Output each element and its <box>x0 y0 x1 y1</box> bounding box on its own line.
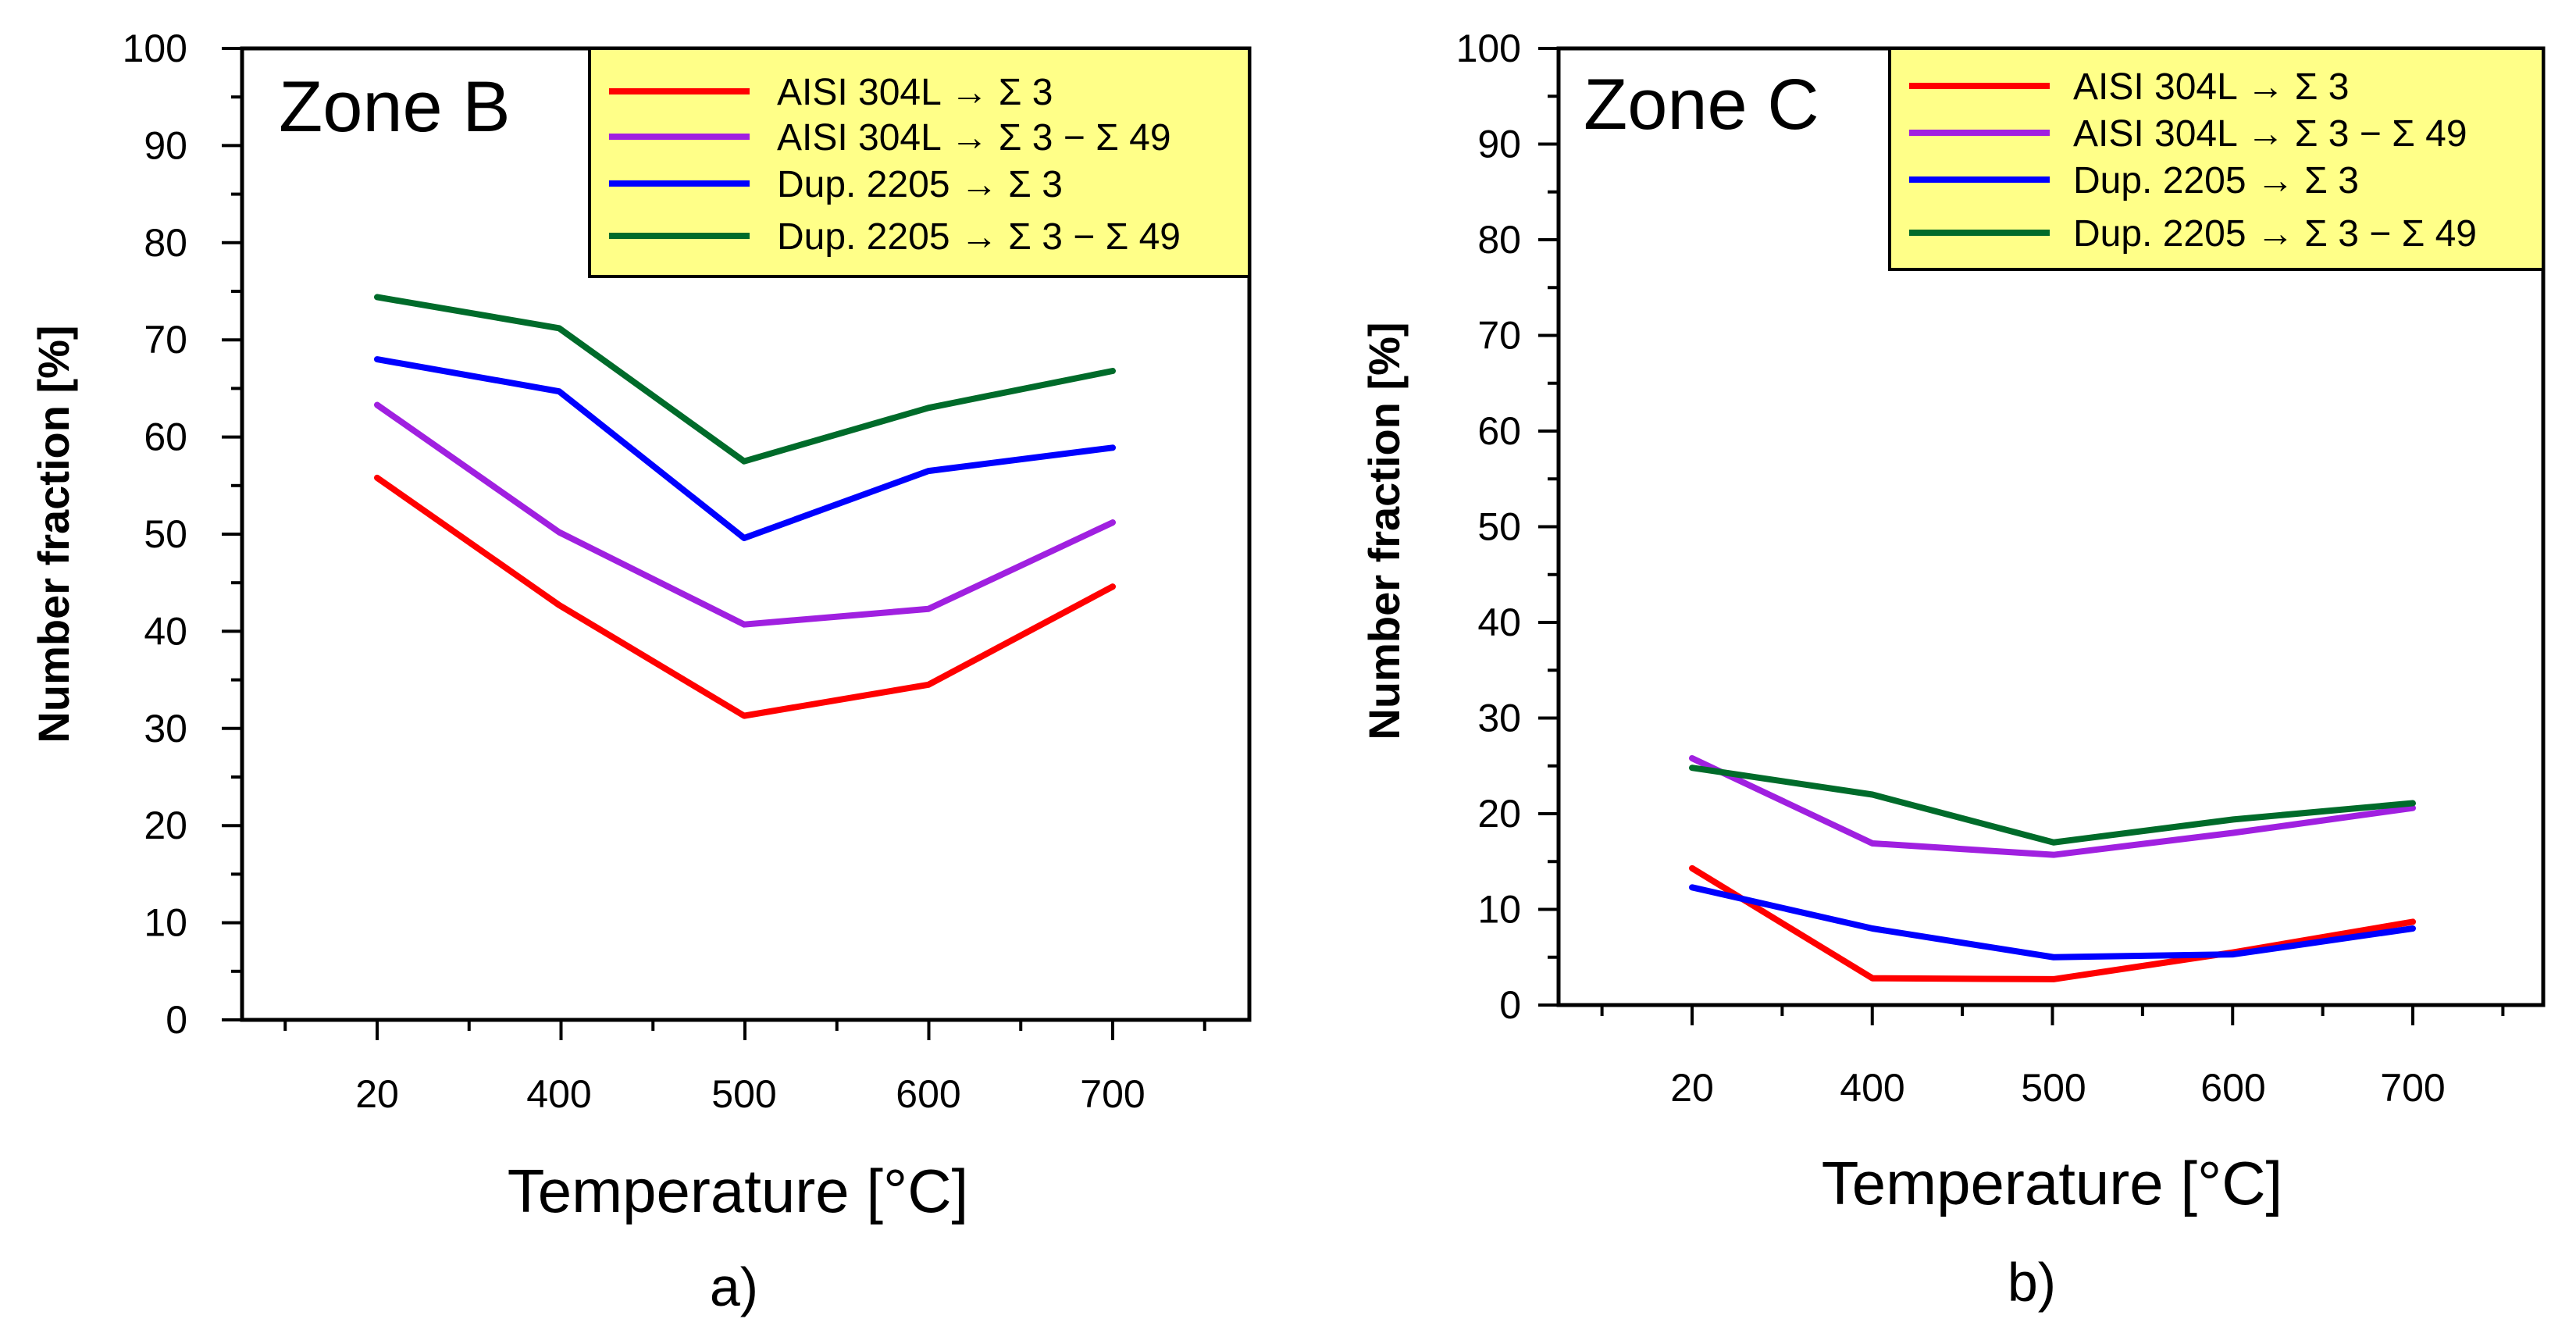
x-tick-label: 700 <box>1080 1072 1145 1116</box>
y-tick-label: 70 <box>1477 314 1521 358</box>
y-tick-label: 100 <box>123 27 187 70</box>
x-tick-label: 700 <box>2380 1066 2445 1110</box>
legend-label: AISI 304L → Σ 3 <box>2073 66 2349 108</box>
chart-panel-a: 0 10 20 30 40 50 60 70 80 90 100 20 400 500 600 700 Temp… <box>29 27 1252 1317</box>
y-tick-label: 100 <box>1456 27 1521 70</box>
y-tick-label: 40 <box>1477 601 1521 644</box>
y-tick-label: 30 <box>1477 697 1521 740</box>
legend-label: AISI 304L → Σ 3 <box>777 72 1053 113</box>
y-tick-label: 0 <box>166 998 187 1042</box>
legend-label: AISI 304L → Σ 3 − Σ 49 <box>777 117 1171 159</box>
y-tick-label: 10 <box>144 901 187 945</box>
legend-label: AISI 304L → Σ 3 − Σ 49 <box>2073 113 2467 155</box>
y-tick-label: 30 <box>144 707 187 750</box>
x-axis-title: Temperature [°C] <box>1822 1149 2282 1217</box>
chart-title: Zone C <box>1584 65 1819 144</box>
y-tick-label: 80 <box>144 221 187 265</box>
panel-label: a) <box>710 1256 758 1317</box>
legend: AISI 304L → Σ 3 AISI 304L → Σ 3 − Σ 49 Dup… <box>1888 47 2545 271</box>
y-tick-label: 60 <box>144 415 187 459</box>
y-axis-title: Number fraction [%] <box>1359 322 1409 740</box>
y-tick-label: 40 <box>144 609 187 653</box>
y-axis-title: Number fraction [%] <box>29 325 78 743</box>
x-axis-title: Temperature [°C] <box>508 1157 968 1225</box>
x-tick-label: 20 <box>1670 1066 1714 1110</box>
legend-label: Dup. 2205 → Σ 3 <box>777 164 1063 205</box>
y-tick-label: 90 <box>144 123 187 167</box>
y-tick-label: 50 <box>1477 505 1521 549</box>
legend-label: Dup. 2205 → Σ 3 − Σ 49 <box>2073 213 2477 255</box>
panel-label: b) <box>2008 1252 2056 1313</box>
series-line-1 <box>374 474 1116 719</box>
series-line-3 <box>1689 884 2416 961</box>
y-tick-label: 20 <box>144 804 187 847</box>
x-tick-label: 400 <box>1840 1066 1904 1110</box>
series-line-4 <box>374 294 1116 465</box>
y-tick-label: 20 <box>1477 792 1521 836</box>
x-tick-label: 500 <box>2021 1066 2086 1110</box>
x-tick-label: 600 <box>896 1072 960 1116</box>
legend-label: Dup. 2205 → Σ 3 <box>2073 160 2359 201</box>
y-tick-label: 10 <box>1477 888 1521 932</box>
y-tick-label: 0 <box>1499 983 1521 1027</box>
chart-title: Zone B <box>279 67 511 147</box>
chart-panel-b: 0 10 20 30 40 50 60 70 80 90 100 20 400 500 600 700 Temp… <box>1359 27 2546 1313</box>
x-tick-label: 20 <box>355 1072 399 1116</box>
x-tick-label: 400 <box>526 1072 591 1116</box>
y-tick-label: 80 <box>1477 218 1521 262</box>
series-line-4 <box>1689 765 2416 846</box>
series-line-3 <box>374 356 1116 541</box>
series-line-2 <box>374 401 1116 628</box>
x-tick-label: 600 <box>2200 1066 2265 1110</box>
series-line-2 <box>1689 754 2416 858</box>
series-line-1 <box>1689 864 2416 982</box>
legend-label: Dup. 2205 → Σ 3 − Σ 49 <box>777 216 1181 258</box>
y-tick-label: 60 <box>1477 409 1521 453</box>
y-tick-label: 50 <box>144 512 187 556</box>
y-tick-label: 90 <box>1477 123 1521 166</box>
y-tick-label: 70 <box>144 318 187 362</box>
x-tick-label: 500 <box>711 1072 776 1116</box>
legend-box <box>588 47 1251 278</box>
